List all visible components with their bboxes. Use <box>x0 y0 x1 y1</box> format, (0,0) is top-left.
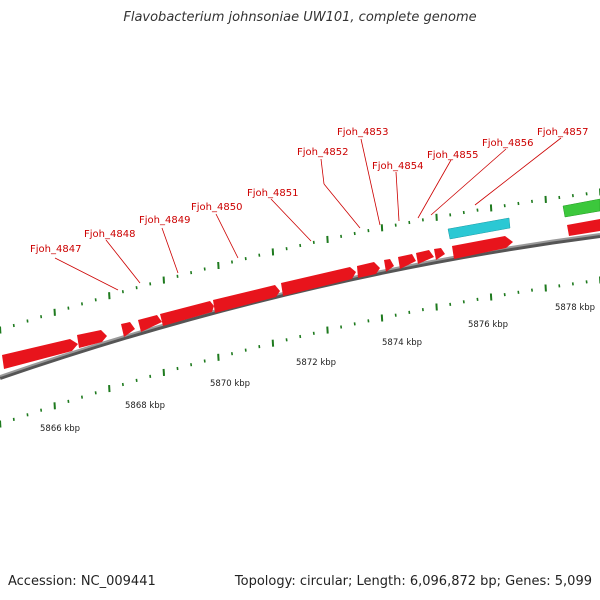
gene-label[interactable]: Fjoh_4848 <box>84 229 135 240</box>
gene-label[interactable]: Fjoh_4851 <box>247 188 298 199</box>
gene-label[interactable]: Fjoh_4857 <box>537 127 588 138</box>
cds-feature[interactable] <box>77 330 107 348</box>
label-leaders <box>54 137 562 291</box>
gene-label[interactable]: Fjoh_4856 <box>482 138 533 149</box>
kbp-label: 5878 kbp <box>555 303 595 313</box>
gene-label[interactable]: Fjoh_4854 <box>372 161 423 172</box>
cds-feature[interactable] <box>567 219 600 236</box>
gene-label[interactable]: Fjoh_4853 <box>337 127 388 138</box>
gene-label[interactable]: Fjoh_4849 <box>139 215 190 226</box>
feature-track <box>2 198 600 369</box>
gene-label[interactable]: Fjoh_4847 <box>30 244 81 255</box>
cds-feature[interactable] <box>452 236 513 259</box>
cds-feature[interactable] <box>160 301 214 326</box>
cds-feature[interactable] <box>357 262 380 278</box>
genome-backbone <box>0 233 600 380</box>
accession-text: Accession: NC_009441 <box>8 574 156 589</box>
gene-label[interactable]: Fjoh_4855 <box>427 150 478 161</box>
cds-feature[interactable] <box>2 339 78 369</box>
tick-row-lower <box>0 276 600 428</box>
map-title: Flavobacterium johnsoniae UW101, complet… <box>123 10 477 25</box>
gene-labels: Fjoh_4847 Fjoh_4848 Fjoh_4849 Fjoh_4850 … <box>30 127 588 255</box>
cds-feature[interactable] <box>281 267 356 296</box>
kbp-label: 5868 kbp <box>125 401 165 411</box>
cds-feature[interactable] <box>138 315 162 332</box>
kbp-label: 5874 kbp <box>382 338 422 348</box>
cds-feature[interactable] <box>121 322 135 337</box>
other-feature[interactable] <box>562 198 600 218</box>
cds-feature[interactable] <box>213 285 280 313</box>
cds-feature[interactable] <box>398 254 416 269</box>
kbp-label: 5876 kbp <box>468 320 508 330</box>
kbp-label: 5872 kbp <box>296 358 336 368</box>
gene-label[interactable]: Fjoh_4850 <box>191 202 242 213</box>
cds-feature[interactable] <box>434 248 445 260</box>
gene-label[interactable]: Fjoh_4852 <box>297 147 348 158</box>
tick-row-upper <box>0 188 600 334</box>
rna-feature[interactable] <box>447 217 511 240</box>
kbp-label: 5870 kbp <box>210 379 250 389</box>
genome-summary-text: Topology: circular; Length: 6,096,872 bp… <box>234 574 592 589</box>
scale-labels: 5866 kbp 5868 kbp 5870 kbp 5872 kbp 5874… <box>40 303 595 434</box>
kbp-label: 5866 kbp <box>40 424 80 434</box>
cds-feature[interactable] <box>416 250 434 264</box>
cds-feature[interactable] <box>384 259 394 272</box>
